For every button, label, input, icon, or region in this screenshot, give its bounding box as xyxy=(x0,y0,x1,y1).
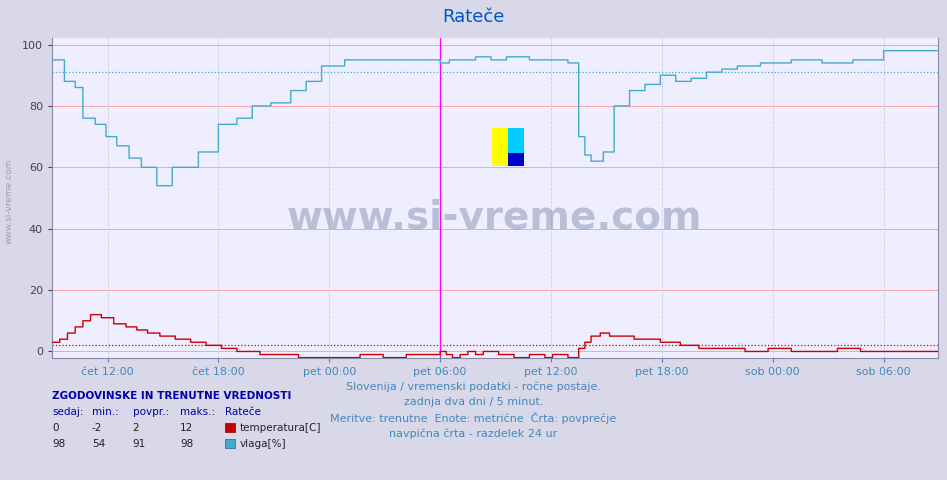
Text: ZGODOVINSKE IN TRENUTNE VREDNOSTI: ZGODOVINSKE IN TRENUTNE VREDNOSTI xyxy=(52,391,292,401)
Text: Rateče: Rateče xyxy=(225,407,261,417)
Text: 12: 12 xyxy=(180,423,193,432)
Text: 91: 91 xyxy=(133,439,146,448)
Bar xyxy=(509,128,524,153)
Text: min.:: min.: xyxy=(92,407,118,417)
Text: -2: -2 xyxy=(92,423,102,432)
Text: sedaj:: sedaj: xyxy=(52,407,83,417)
Text: Meritve: trenutne  Enote: metrične  Črta: povprečje: Meritve: trenutne Enote: metrične Črta: … xyxy=(331,412,616,424)
Bar xyxy=(492,128,509,166)
Text: zadnja dva dni / 5 minut.: zadnja dva dni / 5 minut. xyxy=(403,397,544,407)
Text: 54: 54 xyxy=(92,439,105,448)
Text: Rateče: Rateče xyxy=(442,8,505,26)
Text: Slovenija / vremenski podatki - ročne postaje.: Slovenija / vremenski podatki - ročne po… xyxy=(346,381,601,392)
Text: www.si-vreme.com: www.si-vreme.com xyxy=(5,159,14,244)
Bar xyxy=(509,153,524,166)
Text: 98: 98 xyxy=(180,439,193,448)
Text: 0: 0 xyxy=(52,423,59,432)
Text: vlaga[%]: vlaga[%] xyxy=(240,439,286,448)
Text: povpr.:: povpr.: xyxy=(133,407,169,417)
Text: 98: 98 xyxy=(52,439,65,448)
Text: temperatura[C]: temperatura[C] xyxy=(240,423,321,432)
Text: 2: 2 xyxy=(133,423,139,432)
Text: maks.:: maks.: xyxy=(180,407,215,417)
Text: www.si-vreme.com: www.si-vreme.com xyxy=(287,198,703,236)
Text: navpična črta - razdelek 24 ur: navpična črta - razdelek 24 ur xyxy=(389,429,558,439)
